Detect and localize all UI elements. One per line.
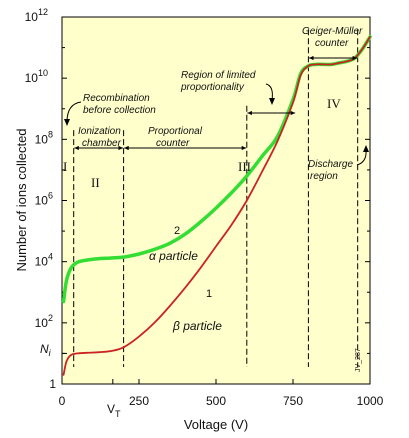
discharge-label-line2: region (310, 171, 338, 182)
ionization-label-line1: Ionization (78, 126, 121, 137)
ionization-label-line2: chamber (82, 138, 122, 149)
series-group (61, 35, 372, 376)
x-tick-label: 750 (283, 394, 303, 408)
ni-label-base: N (40, 342, 49, 356)
recombination-arrow-head (64, 119, 70, 126)
ni-label: Ni (40, 342, 52, 358)
x-tick-label: 0 (59, 394, 66, 408)
limited-arrow-left-head (247, 110, 252, 116)
y-tick-base: 10 (35, 194, 49, 208)
region-III-label: III (238, 159, 251, 174)
geiger-arrow-right-head (352, 55, 358, 61)
y-tick-exp: 6 (48, 191, 53, 201)
geiger-label-line2: counter (315, 38, 349, 49)
figure-code: JV_287 (355, 348, 362, 372)
recombination-label-line2: before collection (83, 105, 156, 116)
vt-label-base: V (107, 402, 115, 416)
y-tick-label: 106 (35, 191, 53, 208)
region-IV-label: IV (327, 96, 341, 111)
y-tick-exp: 8 (48, 129, 53, 139)
region-boundaries (73, 29, 359, 367)
limited-label-line1: Region of limited (181, 70, 256, 81)
ni-label-sub: i (49, 348, 52, 358)
y-axis-label: Number of ions collected (14, 128, 29, 271)
alpha-curve-name: α particle (149, 249, 198, 263)
y-tick-base: 10 (25, 71, 39, 85)
x-tick-label: 1000 (357, 394, 384, 408)
vt-label-sub: T (115, 409, 121, 419)
y-tick-exp: 10 (38, 68, 48, 78)
region-I-label: I (63, 159, 67, 174)
x-tick-label: 500 (206, 394, 226, 408)
y-tick-exp: 4 (48, 252, 53, 262)
y-tick-exp: 2 (48, 313, 53, 323)
y-tick-base: 10 (35, 132, 49, 146)
proportional-arrow-right-head (241, 145, 247, 151)
limited-arrow-right-head (290, 110, 296, 116)
y-tick-base: 10 (35, 316, 49, 330)
discharge-label-line1: Discharge (308, 159, 353, 170)
annotation-arrows (64, 55, 369, 166)
geiger-label-line1: Geiger-Müller (302, 26, 363, 37)
discharge-arrow-head (363, 145, 369, 152)
vt-label: VT (107, 402, 121, 419)
proportional-arrow-left-head (124, 145, 129, 151)
y-tick-label: 102 (35, 313, 53, 330)
geiger-arrow-left-head (309, 55, 314, 61)
y-tick-label: 104 (35, 252, 53, 269)
recombination-label-line1: Recombination (83, 93, 150, 104)
y-tick-base: 10 (25, 10, 39, 24)
proportional-label-line2: counter (156, 138, 190, 149)
x-tick-group: 0 250 500 750 1000 (59, 379, 384, 408)
y-tick-label: 1010 (25, 68, 48, 85)
ionization-arrow-right-head (118, 145, 123, 151)
beta-particle-curve (62, 36, 371, 376)
y-tick-base: 10 (35, 255, 49, 269)
x-tick-label: 250 (129, 394, 149, 408)
y-tick-exp: 12 (38, 7, 48, 17)
beta-curve-name: β particle (172, 319, 222, 333)
y-tick-label: 1012 (25, 7, 48, 24)
alpha-curve-number: 2 (174, 225, 180, 237)
y-tick-label: 108 (35, 129, 53, 146)
limited-label-line2: proportionality (180, 82, 245, 93)
x-axis-label: Voltage (V) (184, 417, 248, 432)
ionization-arrow-left-head (74, 145, 79, 151)
limited-pointer-line (265, 83, 273, 101)
region-II-label: II (91, 175, 100, 190)
proportional-label-line1: Proportional (148, 126, 203, 137)
beta-curve-number: 1 (206, 288, 212, 300)
limited-pointer-head (269, 98, 275, 105)
plot-area (61, 16, 371, 385)
y-tick-label: 1 (49, 377, 56, 391)
